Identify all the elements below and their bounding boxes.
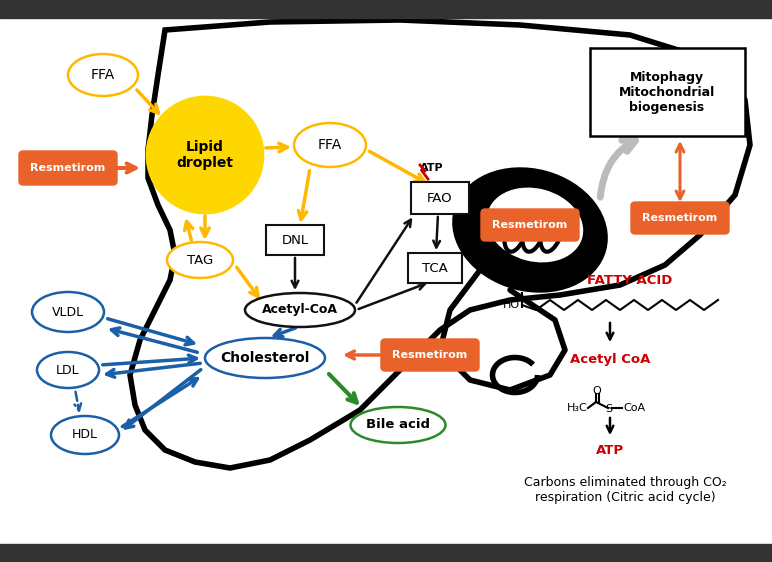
FancyBboxPatch shape <box>481 209 579 241</box>
Text: Carbons eliminated through CO₂
respiration (Citric acid cycle): Carbons eliminated through CO₂ respirati… <box>523 476 726 504</box>
Text: Resmetirom: Resmetirom <box>30 163 106 173</box>
Text: Resmetirom: Resmetirom <box>493 220 567 230</box>
Text: Acetyl-CoA: Acetyl-CoA <box>262 303 338 316</box>
Text: Resmetirom: Resmetirom <box>642 213 718 223</box>
Text: FAO: FAO <box>427 192 453 205</box>
Ellipse shape <box>68 54 138 96</box>
Text: S: S <box>605 404 612 414</box>
Text: HO: HO <box>503 300 520 310</box>
Circle shape <box>147 97 263 213</box>
Ellipse shape <box>294 123 366 167</box>
Text: Mitophagy
Mitochondrial
biogenesis: Mitophagy Mitochondrial biogenesis <box>619 70 715 114</box>
Text: H₃C: H₃C <box>567 403 588 413</box>
Text: HDL: HDL <box>72 428 98 442</box>
Text: FFA: FFA <box>318 138 342 152</box>
Text: ATP: ATP <box>420 163 444 173</box>
Ellipse shape <box>167 242 233 278</box>
Text: Cholesterol: Cholesterol <box>220 351 310 365</box>
Ellipse shape <box>245 293 355 327</box>
FancyBboxPatch shape <box>631 202 729 234</box>
Bar <box>408 253 462 283</box>
Ellipse shape <box>205 338 325 378</box>
Text: O: O <box>593 386 601 396</box>
Text: DNL: DNL <box>282 233 309 247</box>
Text: FATTY ACID: FATTY ACID <box>587 274 672 287</box>
Text: Acetyl CoA: Acetyl CoA <box>570 353 650 366</box>
Text: Lipid
droplet: Lipid droplet <box>177 140 233 170</box>
Bar <box>411 182 469 214</box>
Text: TCA: TCA <box>422 261 448 274</box>
Text: CoA: CoA <box>623 403 645 413</box>
Ellipse shape <box>32 292 104 332</box>
Ellipse shape <box>51 416 119 454</box>
FancyBboxPatch shape <box>19 151 117 185</box>
Text: TAG: TAG <box>187 253 213 266</box>
Ellipse shape <box>486 187 584 264</box>
Text: Resmetirom: Resmetirom <box>392 350 468 360</box>
Text: ATP: ATP <box>596 443 624 456</box>
Bar <box>590 48 745 136</box>
Ellipse shape <box>453 169 607 291</box>
Text: VLDL: VLDL <box>52 306 84 319</box>
Text: LDL: LDL <box>56 364 80 377</box>
Bar <box>266 225 324 255</box>
Bar <box>0 0 772 18</box>
Text: Bile acid: Bile acid <box>366 419 430 432</box>
Bar <box>0 544 772 562</box>
FancyBboxPatch shape <box>381 339 479 371</box>
Text: FFA: FFA <box>91 68 115 82</box>
Ellipse shape <box>350 407 445 443</box>
Ellipse shape <box>37 352 99 388</box>
